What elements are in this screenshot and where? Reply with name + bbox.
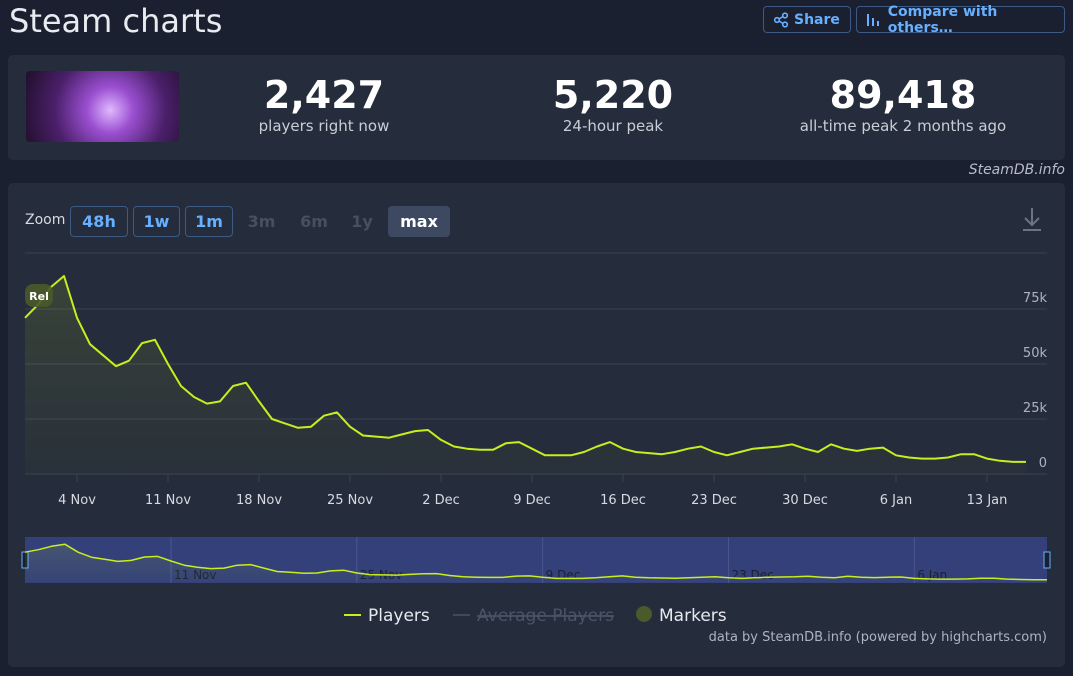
marker-label: Rel (29, 290, 49, 303)
zoom-button[interactable]: 1w (133, 206, 180, 237)
zoom-button[interactable]: 6m (300, 212, 328, 231)
download-icon[interactable] (1023, 208, 1041, 231)
compare-icon (867, 13, 879, 26)
x-tick-label: 16 Dec (600, 493, 646, 508)
legend-label[interactable]: Average Players (477, 606, 614, 626)
stat-value: 2,427 (263, 73, 385, 117)
y-tick-label: 50k (1023, 346, 1048, 361)
x-tick-label: 2 Dec (422, 493, 460, 508)
legend: Players Average Players Markers (344, 606, 727, 626)
compare-button[interactable]: Compare with others… (856, 3, 1065, 36)
line-area (25, 276, 1026, 474)
marker: Rel (25, 284, 53, 307)
stat: 5,220 24-hour peak (463, 73, 763, 135)
x-tick-label: 11 Nov (145, 493, 191, 508)
stat-label: all-time peak 2 months ago (799, 117, 1007, 135)
x-tick-label: 13 Jan (967, 493, 1008, 508)
x-tick-label: 6 Jan (880, 493, 912, 508)
stat-label: players right now (258, 117, 390, 135)
x-tick-label: 25 Nov (327, 493, 373, 508)
zoom-button[interactable]: 1m (185, 206, 233, 237)
credit: data by SteamDB.info (powered by highcha… (709, 630, 1047, 645)
source: SteamDB.info (968, 162, 1065, 178)
compare-label: Compare with others… (887, 3, 998, 36)
x-tick-label: 23 Dec (691, 493, 737, 508)
legend-label[interactable]: Players (368, 606, 430, 626)
y-tick-label: 75k (1023, 291, 1048, 306)
stat-label: 24-hour peak (562, 117, 664, 135)
page-title: Steam charts (9, 2, 223, 40)
legend-swatch (636, 606, 652, 622)
navigator-line-area (25, 544, 1047, 582)
x-tick-label: 9 Dec (513, 493, 551, 508)
y-tick-label: 0 (1039, 456, 1047, 471)
x-tick-label: 4 Nov (58, 493, 96, 508)
marker-badge (25, 284, 53, 307)
game-image (26, 71, 179, 142)
x-tick-label: 18 Nov (236, 493, 282, 508)
zoom-button[interactable]: 1y (351, 212, 373, 231)
share-button[interactable]: Share (763, 6, 851, 33)
stat: 2,427 players right now (174, 73, 474, 135)
navigator-handle[interactable] (1043, 551, 1051, 569)
stat-value: 5,220 (552, 73, 674, 117)
share-label: Share (794, 11, 840, 28)
y-tick-label: 25k (1023, 401, 1048, 416)
zoom-button[interactable]: 48h (70, 206, 128, 237)
legend-label[interactable]: Markers (659, 606, 727, 626)
stats-panel (8, 55, 1065, 160)
line (24, 275, 1026, 463)
stat: 89,418 all-time peak 2 months ago (753, 73, 1053, 135)
zoom-button[interactable]: 3m (247, 212, 276, 231)
x-tick-label: 30 Dec (782, 493, 828, 508)
zoom-label: Zoom (25, 212, 66, 228)
stat-value: 89,418 (829, 73, 977, 117)
zoom-button[interactable]: max (388, 206, 450, 237)
share-icon (773, 11, 789, 28)
navigator-line (24, 543, 1047, 581)
